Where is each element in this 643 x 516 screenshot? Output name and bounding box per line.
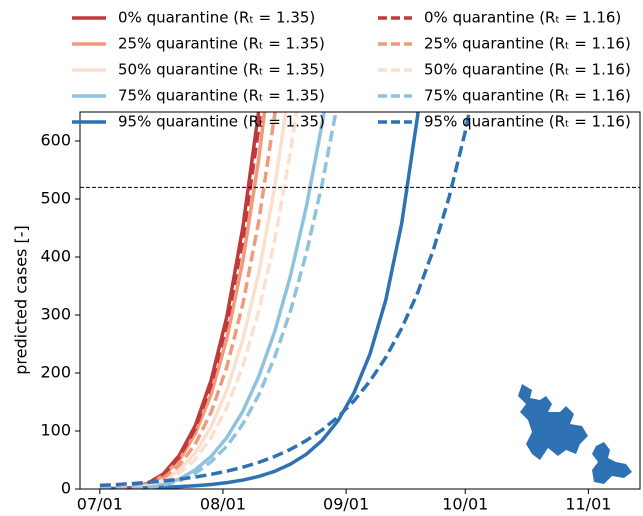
legend-label: 50% quarantine (Rₜ = 1.35) (118, 61, 325, 79)
legend-label: 95% quarantine (Rₜ = 1.35) (118, 113, 325, 131)
series-line (99, 112, 338, 489)
x-tick-label: 09/01 (323, 495, 369, 514)
legend-label: 75% quarantine (Rₜ = 1.16) (424, 87, 631, 105)
legend-label: 75% quarantine (Rₜ = 1.35) (118, 87, 325, 105)
map-icon (518, 384, 632, 484)
axes-frame (79, 111, 641, 490)
y-tick-label: 300 (40, 305, 71, 324)
y-tick-label: 100 (40, 421, 71, 440)
legend-label: 0% quarantine (Rₜ = 1.16) (424, 9, 621, 27)
legend-label: 25% quarantine (Rₜ = 1.16) (424, 35, 631, 53)
y-tick-label: 200 (40, 363, 71, 382)
series-line (99, 112, 277, 489)
series-line (99, 112, 299, 489)
x-tick-label: 11/01 (565, 495, 611, 514)
legend-label: 95% quarantine (Rₜ = 1.16) (424, 113, 631, 131)
legend-label: 50% quarantine (Rₜ = 1.16) (424, 61, 631, 79)
legend-label: 0% quarantine (Rₜ = 1.35) (118, 9, 315, 27)
x-tick-label: 07/01 (77, 495, 123, 514)
y-tick-label: 500 (40, 189, 71, 208)
x-tick-label: 08/01 (200, 495, 246, 514)
plot-area (80, 112, 640, 489)
y-tick-label: 600 (40, 131, 71, 150)
y-tick-label: 0 (61, 479, 71, 498)
y-tick-label: 400 (40, 247, 71, 266)
series-line (99, 112, 471, 488)
y-axis-label: predicted cases [-] (12, 225, 31, 374)
series-line (99, 112, 263, 489)
legend-label: 25% quarantine (Rₜ = 1.35) (118, 35, 325, 53)
x-tick-label: 10/01 (442, 495, 488, 514)
